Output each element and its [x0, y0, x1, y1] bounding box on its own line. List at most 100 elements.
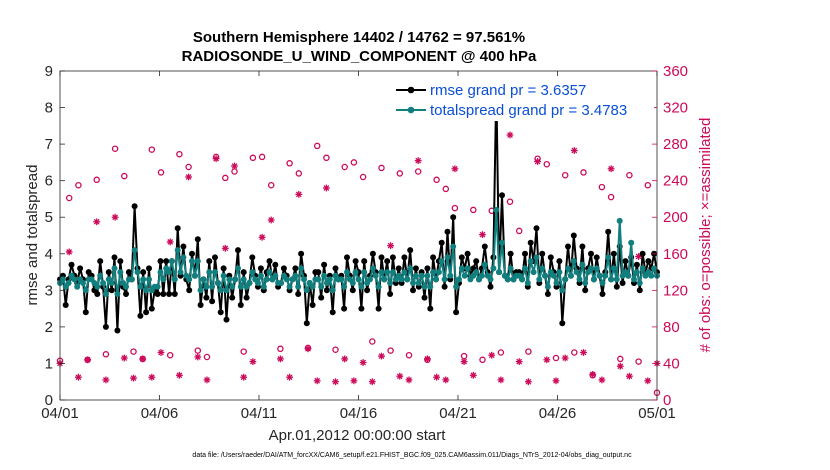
rmse-point	[223, 316, 230, 323]
totalspread-point	[524, 280, 531, 286]
rmse-point	[341, 305, 348, 312]
obs-assimilated-marker	[488, 351, 496, 359]
totalspread-point	[464, 265, 471, 272]
obs-assimilated-marker-stroke	[130, 375, 137, 381]
rmse-point	[77, 265, 84, 272]
obs-possible-marker	[470, 206, 477, 214]
rmse-point	[410, 287, 416, 294]
rmse-point	[499, 192, 505, 199]
obs-assimilated-marker-stroke	[562, 355, 569, 361]
obs-possible-marker	[65, 194, 73, 202]
totalspread-point	[292, 272, 299, 279]
obs-possible-marker	[185, 163, 192, 171]
rmse-point	[332, 265, 339, 272]
y-tick-label: 3	[45, 282, 53, 299]
obs-possible-marker	[350, 159, 358, 166]
totalspread-point	[539, 265, 546, 272]
obs-possible-marker	[626, 171, 633, 179]
obs-possible-marker	[222, 174, 229, 182]
rmse-point	[582, 287, 589, 294]
obs-assimilated-marker	[203, 376, 211, 384]
obs-assimilated-marker	[451, 165, 459, 173]
rmse-point	[160, 291, 167, 297]
rmse-point	[206, 258, 213, 265]
totalspread-point	[361, 269, 368, 276]
y-tick-label-right: 200	[663, 209, 688, 226]
obs-assimilated-marker	[561, 354, 569, 362]
obs-assimilated-marker	[359, 359, 367, 366]
y-tick-label: 7	[45, 136, 53, 153]
rmse-point	[453, 309, 460, 316]
totalspread-point	[237, 283, 244, 290]
y-tick-label: 2	[45, 319, 53, 336]
obs-assimilated-marker-stroke	[277, 356, 284, 362]
totalspread-point	[544, 283, 551, 290]
rmse-point	[444, 228, 451, 235]
obs-possible-marker	[157, 169, 165, 176]
totalspread-point	[596, 272, 603, 279]
obs-possible-marker	[580, 169, 587, 176]
totalspread-point	[177, 269, 184, 276]
obs-possible-marker	[332, 346, 339, 353]
obs-assimilated-marker	[598, 376, 606, 384]
totalspread-point	[220, 272, 227, 279]
obs-possible-marker	[644, 181, 652, 189]
totalspread-point	[404, 276, 411, 283]
rmse-point	[387, 291, 394, 297]
y-tick-label: 5	[45, 209, 53, 226]
rmse-point	[82, 309, 89, 316]
rmse-point	[458, 254, 465, 261]
obs-possible-marker	[442, 185, 450, 193]
totalspread-point	[134, 269, 141, 276]
totalspread-point	[128, 276, 135, 283]
obs-assimilated-marker	[322, 184, 330, 192]
obs-assimilated-marker	[130, 374, 137, 382]
y-tick-label-right: 40	[663, 355, 680, 372]
rmse-point	[97, 258, 104, 265]
x-tick-label: 04/06	[141, 405, 179, 422]
totalspread-point	[114, 291, 121, 297]
totalspread-point	[481, 261, 488, 268]
obs-assimilated-marker	[350, 377, 358, 385]
totalspread-point	[573, 269, 580, 276]
x-tick-label: 04/01	[41, 405, 79, 422]
obs-assimilated-marker	[341, 355, 349, 363]
obs-assimilated-marker-stroke	[167, 239, 174, 245]
totalspread-point	[226, 276, 233, 283]
rmse-point	[522, 250, 528, 257]
totalspread-point	[283, 276, 290, 283]
rmse-point	[209, 298, 216, 305]
rmse-point	[180, 243, 187, 250]
totalspread-point	[143, 287, 150, 294]
obs-assimilated-marker	[120, 354, 128, 362]
rmse-point	[137, 312, 144, 319]
obs-possible-marker	[561, 171, 569, 179]
rmse-point	[318, 294, 325, 301]
obs-assimilated-marker-stroke	[66, 249, 73, 255]
rmse-point	[421, 294, 428, 301]
obs-assimilated-marker	[570, 147, 578, 154]
obs-assimilated-marker	[442, 376, 450, 384]
obs-assimilated-marker	[506, 131, 514, 139]
obs-assimilated-marker	[295, 190, 303, 198]
obs-assimilated-marker-stroke	[351, 377, 357, 384]
rmse-point	[473, 258, 480, 265]
obs-possible-marker	[525, 348, 532, 355]
totalspread-point	[628, 239, 635, 246]
totalspread-point	[229, 283, 236, 290]
totalspread-point	[384, 269, 391, 276]
totalspread-point	[65, 280, 72, 286]
totalspread-point	[493, 206, 500, 213]
obs-assimilated-marker-stroke	[589, 371, 596, 378]
totalspread-point	[117, 269, 124, 276]
totalspread-point	[610, 265, 617, 272]
totalspread-point	[447, 272, 454, 279]
rmse-point	[352, 258, 359, 265]
obs-assimilated-marker-stroke	[617, 363, 624, 370]
totalspread-point	[576, 276, 583, 283]
totalspread-point	[160, 276, 167, 283]
obs-assimilated-marker	[157, 349, 165, 356]
totalspread-point	[593, 265, 600, 272]
obs-assimilated-marker-stroke	[378, 353, 385, 359]
totalspread-point	[387, 280, 394, 286]
